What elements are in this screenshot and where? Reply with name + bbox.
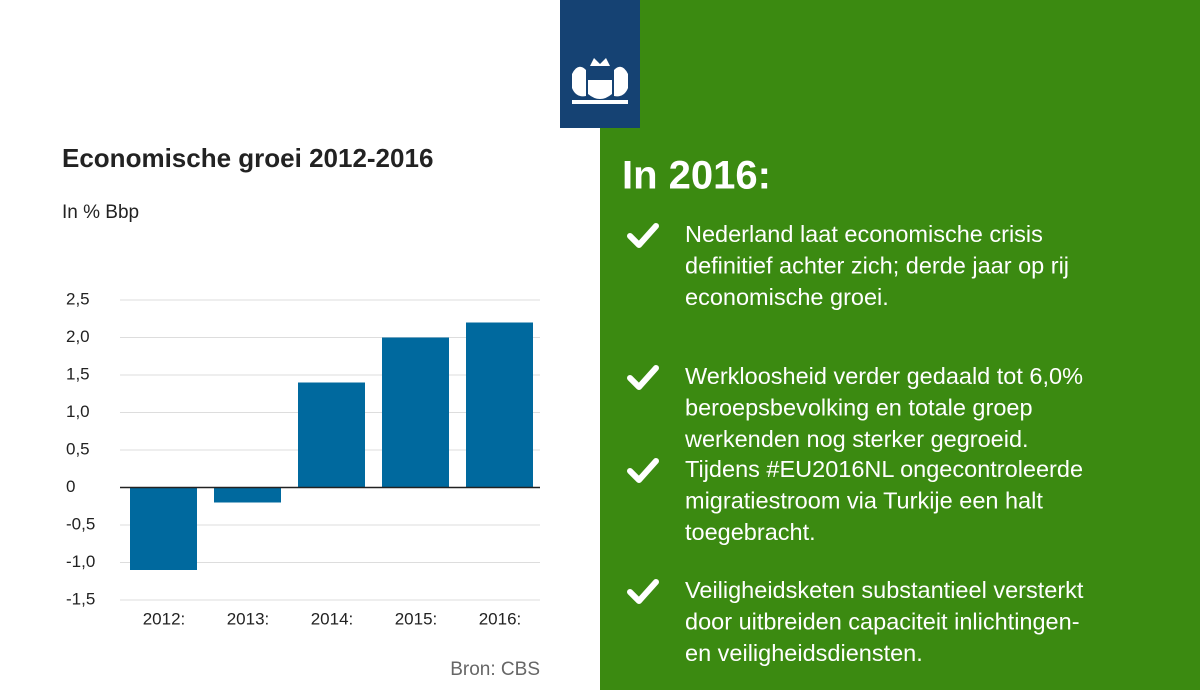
item-line: door uitbreiden capaciteit inlichtingen- xyxy=(685,609,1080,635)
bar xyxy=(298,382,365,488)
item-line: beroepsbevolking en totale groep xyxy=(685,395,1033,421)
x-tick-label: 2016: xyxy=(479,609,522,628)
x-tick-label: 2012: xyxy=(143,609,186,628)
item-line: en veiligheidsdiensten. xyxy=(685,640,923,666)
check-icon xyxy=(627,365,659,390)
item-line: toegebracht. xyxy=(685,519,816,545)
check-icon xyxy=(627,223,659,248)
panel-heading: In 2016: xyxy=(622,154,771,198)
check-icon xyxy=(627,579,659,604)
item-line: Werkloosheid verder gedaald tot 6,0% xyxy=(685,363,1083,389)
y-tick-label: 0 xyxy=(66,477,75,496)
source: Bron: CBS xyxy=(450,659,540,680)
item-line: economische groei. xyxy=(685,284,889,310)
chart-title: Economische groei 2012-2016 xyxy=(62,143,433,173)
bar xyxy=(466,322,533,488)
y-tick-label: 1,0 xyxy=(66,402,90,421)
x-tick-label: 2013: xyxy=(227,609,270,628)
y-tick-label: 0,5 xyxy=(66,439,90,458)
item-line: migratiestroom via Turkije een halt xyxy=(685,488,1043,514)
emblem xyxy=(572,58,628,104)
item-line: Tijdens #EU2016NL ongecontroleerde xyxy=(685,456,1083,482)
y-tick-label: -0,5 xyxy=(66,514,95,533)
item-line: definitief achter zich; derde jaar op ri… xyxy=(685,253,1069,279)
check-icon xyxy=(627,458,659,483)
item-line: Nederland laat economische crisis xyxy=(685,221,1043,247)
y-tick-label: -1,5 xyxy=(66,589,95,608)
right-panel xyxy=(600,0,1200,690)
bar xyxy=(130,487,197,570)
bar xyxy=(382,337,449,488)
x-tick-label: 2015: xyxy=(395,609,438,628)
x-tick-label: 2014: xyxy=(311,609,354,628)
bar xyxy=(214,487,281,503)
y-tick-label: 2,0 xyxy=(66,327,90,346)
chart-subtitle: In % Bbp xyxy=(62,202,139,223)
item-line: Veiligheidsketen substantieel versterkt xyxy=(685,577,1084,603)
y-tick-label: -1,0 xyxy=(66,552,95,571)
item-line: werkenden nog sterker gegroeid. xyxy=(684,426,1029,452)
y-tick-label: 1,5 xyxy=(66,364,90,383)
y-tick-label: 2,5 xyxy=(66,289,90,308)
